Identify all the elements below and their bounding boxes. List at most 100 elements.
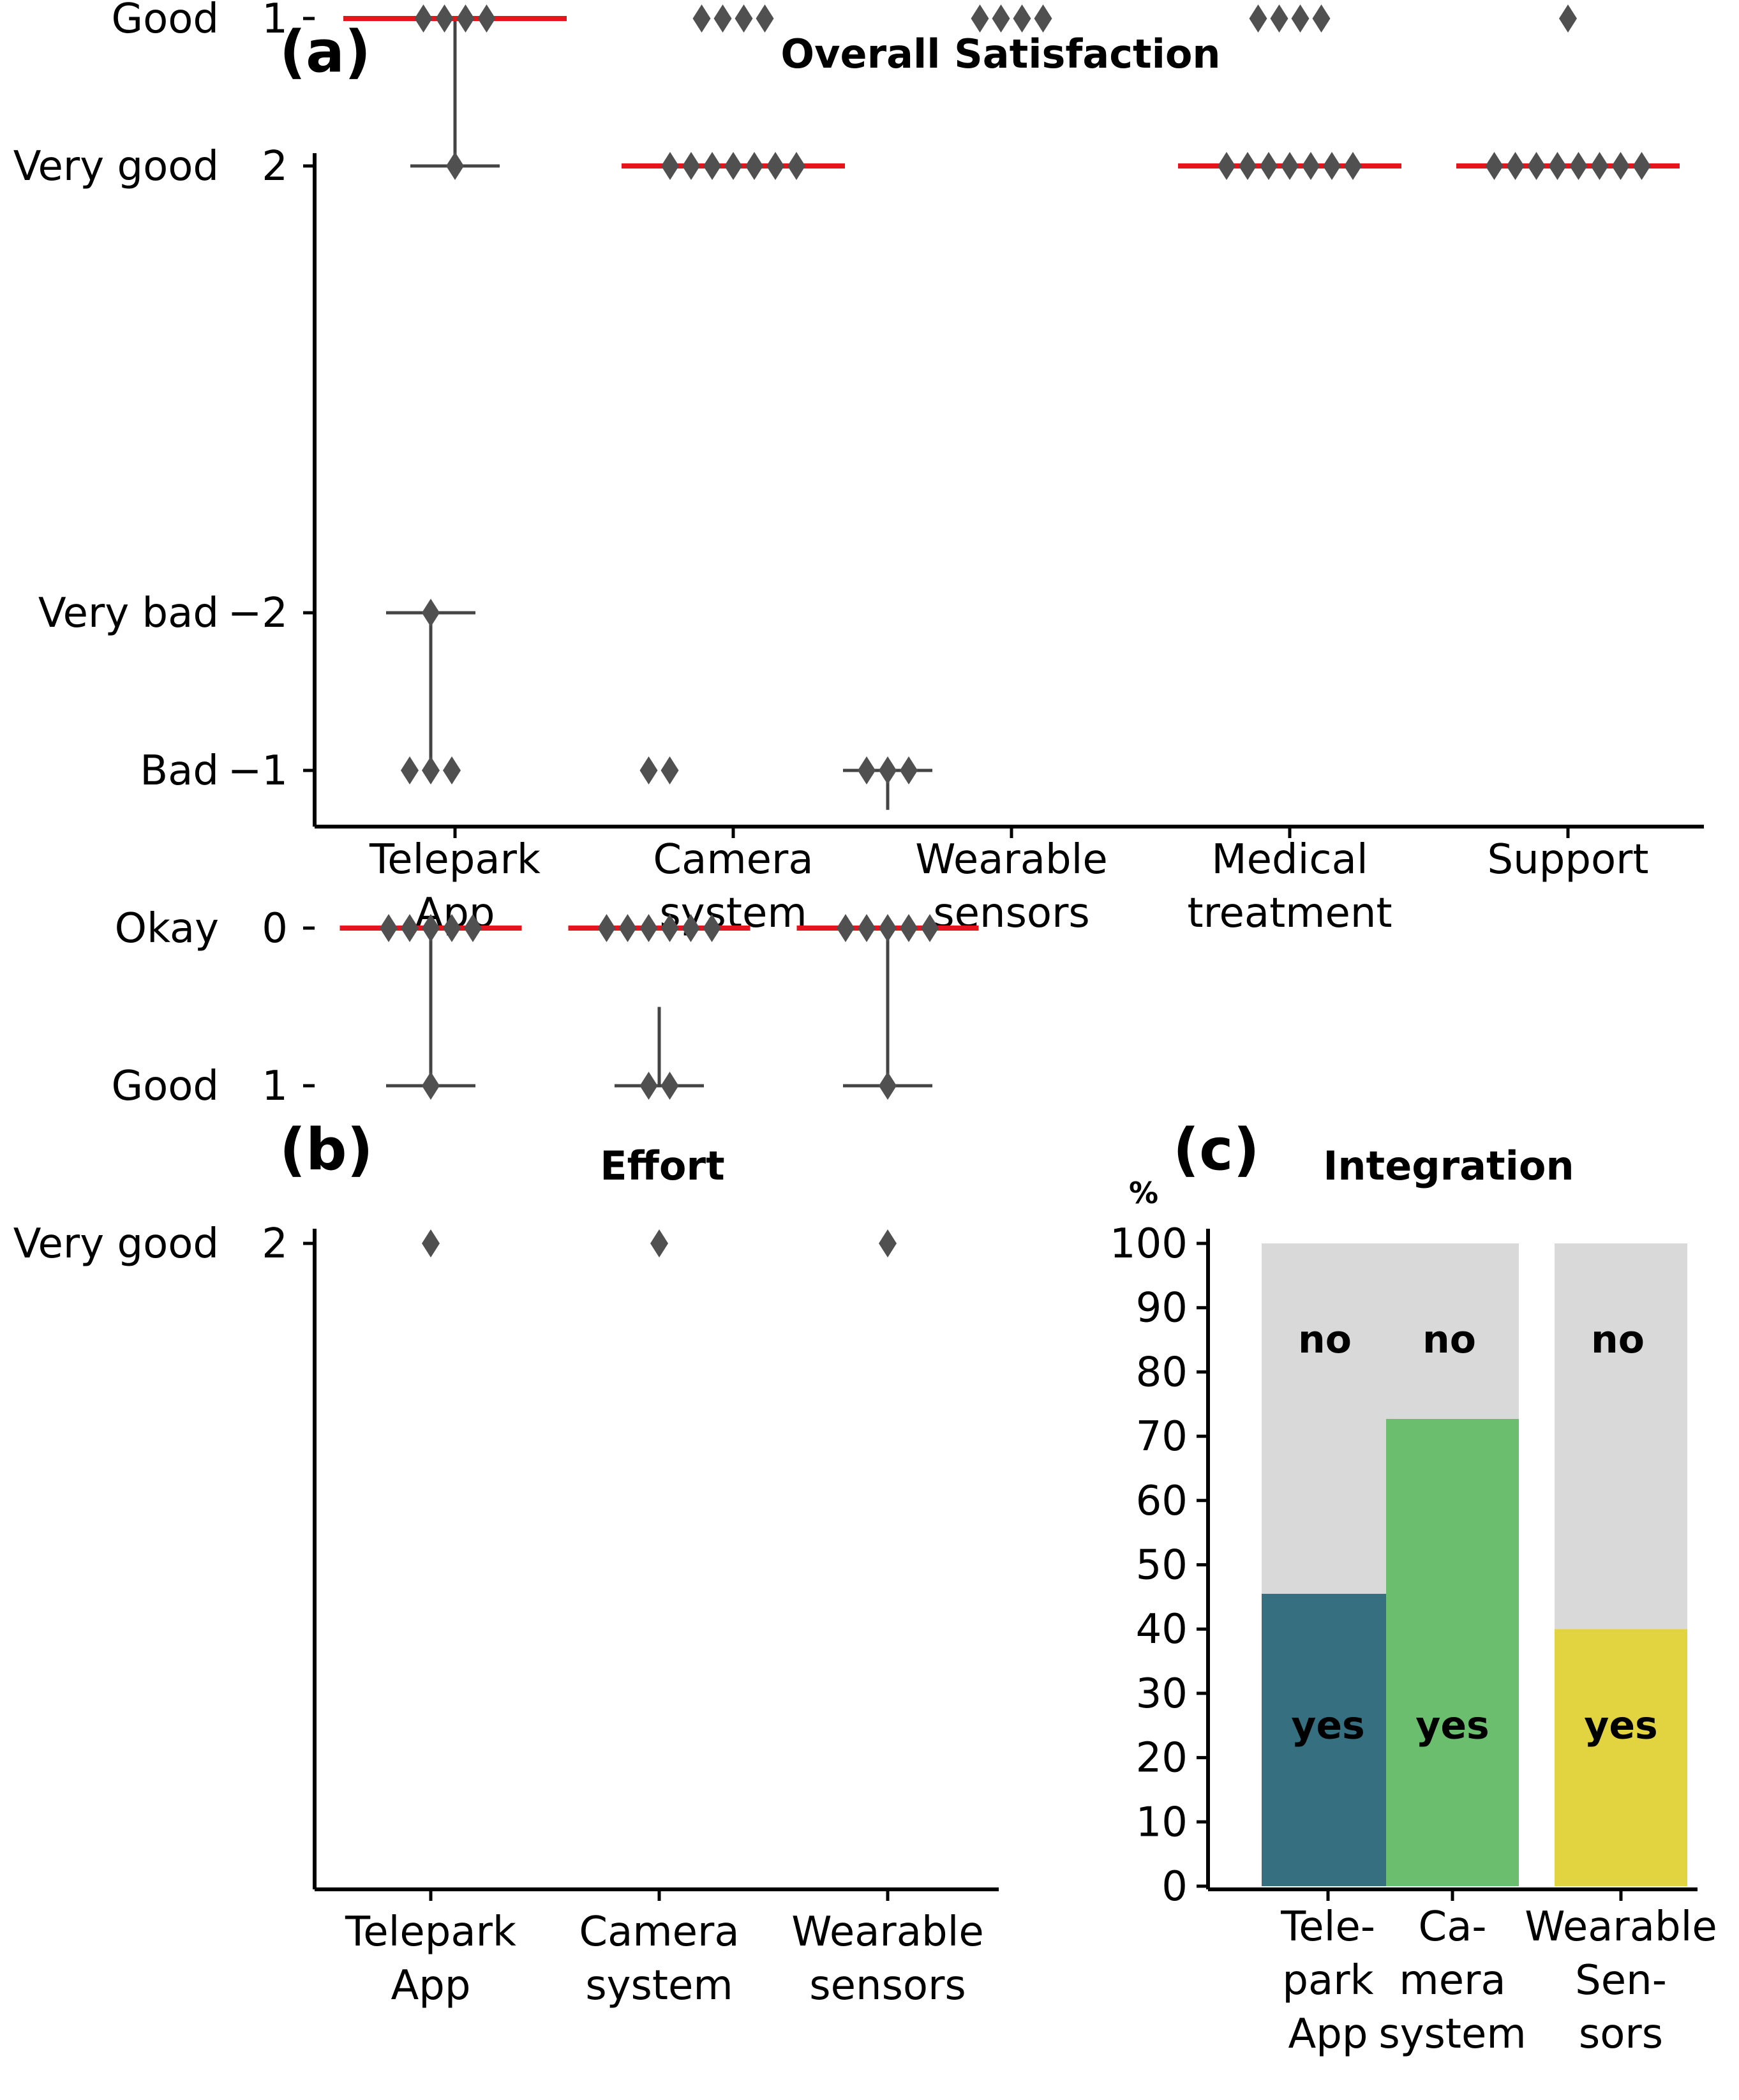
panel-a-ytick-value: 2 xyxy=(262,143,288,190)
data-point xyxy=(1249,4,1267,33)
data-point xyxy=(456,4,475,33)
bar-segment-yes xyxy=(1262,1593,1394,1886)
bar-segment-no xyxy=(1386,1243,1519,1419)
data-point xyxy=(1013,4,1031,33)
panel-b-title: Effort xyxy=(600,1143,724,1189)
data-point xyxy=(692,4,711,33)
panel-c-xtick-label: Ca- xyxy=(1419,1903,1487,1951)
panel-a-xtick-label: Support xyxy=(1488,836,1649,883)
data-point xyxy=(858,914,876,942)
panel-b-xtick-label: Telepark xyxy=(345,1909,516,1956)
data-point xyxy=(879,1229,897,1257)
data-point xyxy=(650,1229,668,1257)
panel-b-label: (b) xyxy=(280,1116,373,1183)
panel-c-ytick-label: 20 xyxy=(1136,1735,1188,1782)
data-point xyxy=(900,914,918,942)
data-point xyxy=(464,914,482,942)
panel-b-xtick-label: Wearable xyxy=(791,1909,983,1956)
data-point xyxy=(414,4,433,33)
panel-c-xtick-label: sors xyxy=(1579,2011,1663,2058)
panel-a-xtick-label: treatment xyxy=(1187,890,1392,937)
data-point xyxy=(724,152,742,180)
panel-a-xtick-label: Telepark xyxy=(369,836,541,883)
data-point xyxy=(703,914,721,942)
data-point xyxy=(735,4,753,33)
data-point xyxy=(921,914,939,942)
data-point xyxy=(435,4,454,33)
panel-a-xtick-label: Camera xyxy=(653,836,813,883)
data-point xyxy=(992,4,1010,33)
panel-c-ytick-label: 70 xyxy=(1136,1413,1188,1460)
panel-c-ytick-label: 90 xyxy=(1136,1285,1188,1332)
panel-c-xtick-label: mera xyxy=(1399,1957,1505,2004)
data-point xyxy=(422,756,440,784)
panel-c-title: Integration xyxy=(1323,1143,1574,1189)
data-point xyxy=(380,914,398,942)
data-point xyxy=(446,152,464,180)
panel-b-ytick-label: Very bad xyxy=(38,590,219,637)
data-point xyxy=(639,914,658,942)
data-point xyxy=(1559,4,1577,33)
bar-segment-yes xyxy=(1555,1629,1687,1886)
panel-c-xtick-label: Wearable xyxy=(1525,1903,1717,1951)
data-point xyxy=(1485,152,1504,180)
data-point xyxy=(661,1072,679,1100)
panel-b-box-1: Camera system xyxy=(568,756,750,2009)
data-point xyxy=(401,914,419,942)
data-point xyxy=(597,914,616,942)
data-point xyxy=(1323,152,1341,180)
data-point xyxy=(1527,152,1546,180)
panel-b-ytick-value: −2 xyxy=(228,590,288,637)
data-point xyxy=(879,1072,897,1100)
data-point xyxy=(639,1072,658,1100)
data-point xyxy=(971,4,989,33)
data-point xyxy=(477,4,496,33)
panel-b-ytick-label: Bad xyxy=(140,747,219,795)
panel-c-ytick-label: 60 xyxy=(1136,1478,1188,1525)
panel-b-ytick-label: Very good xyxy=(13,1220,219,1268)
data-point xyxy=(1239,152,1257,180)
panel-a-box-3: Medical treatment xyxy=(1178,4,1401,937)
panel-c-xtick-label: Tele- xyxy=(1280,1903,1375,1951)
data-point xyxy=(1569,152,1588,180)
panel-a-title: Overall Satisfaction xyxy=(780,31,1220,77)
data-point xyxy=(1302,152,1320,180)
data-point xyxy=(1611,152,1630,180)
data-point xyxy=(756,4,774,33)
bar-label-yes: yes xyxy=(1415,1703,1489,1748)
panel-b-ytick-value: 0 xyxy=(262,905,288,952)
data-point xyxy=(1291,4,1310,33)
data-point xyxy=(661,152,679,180)
panel-c-label: (c) xyxy=(1173,1116,1260,1183)
panel-b-xtick-label: system xyxy=(585,1962,733,2009)
panel-c-ytick-label: 30 xyxy=(1136,1670,1188,1718)
data-point xyxy=(422,1072,440,1100)
panel-c-ylabel: % xyxy=(1129,1176,1158,1210)
panel-c-bar-2: yes no Wearable Sen-sors xyxy=(1525,1243,1717,2058)
panel-c-ytick-label: 0 xyxy=(1161,1863,1188,1910)
data-point xyxy=(1548,152,1567,180)
panel-b-ytick-label: Okay xyxy=(115,905,219,952)
panel-b-box-0: Telepark App xyxy=(340,599,522,2009)
data-point xyxy=(639,756,658,784)
bar-label-yes: yes xyxy=(1291,1703,1365,1748)
data-point xyxy=(682,152,700,180)
data-point xyxy=(703,152,721,180)
panel-c-bar-0: yes no Tele-park App xyxy=(1262,1243,1394,2058)
data-point xyxy=(1034,4,1052,33)
data-point xyxy=(879,914,897,942)
panel-c-xtick-label: park xyxy=(1282,1957,1373,2004)
panel-c-ytick-label: 50 xyxy=(1136,1542,1188,1589)
panel-b-xtick-label: sensors xyxy=(809,1962,966,2009)
panel-c-xtick-label: Sen- xyxy=(1575,1957,1667,2004)
panel-a-ytick-label: Very good xyxy=(13,143,219,190)
panel-a-xtick-label: Wearable xyxy=(915,836,1107,883)
panel-c-integration: (c) Integration % 0 10 20 30 40 50 60 70 80 90 100… xyxy=(1110,1116,1717,2058)
bar-segment-no xyxy=(1555,1243,1687,1630)
data-point xyxy=(1218,152,1235,180)
